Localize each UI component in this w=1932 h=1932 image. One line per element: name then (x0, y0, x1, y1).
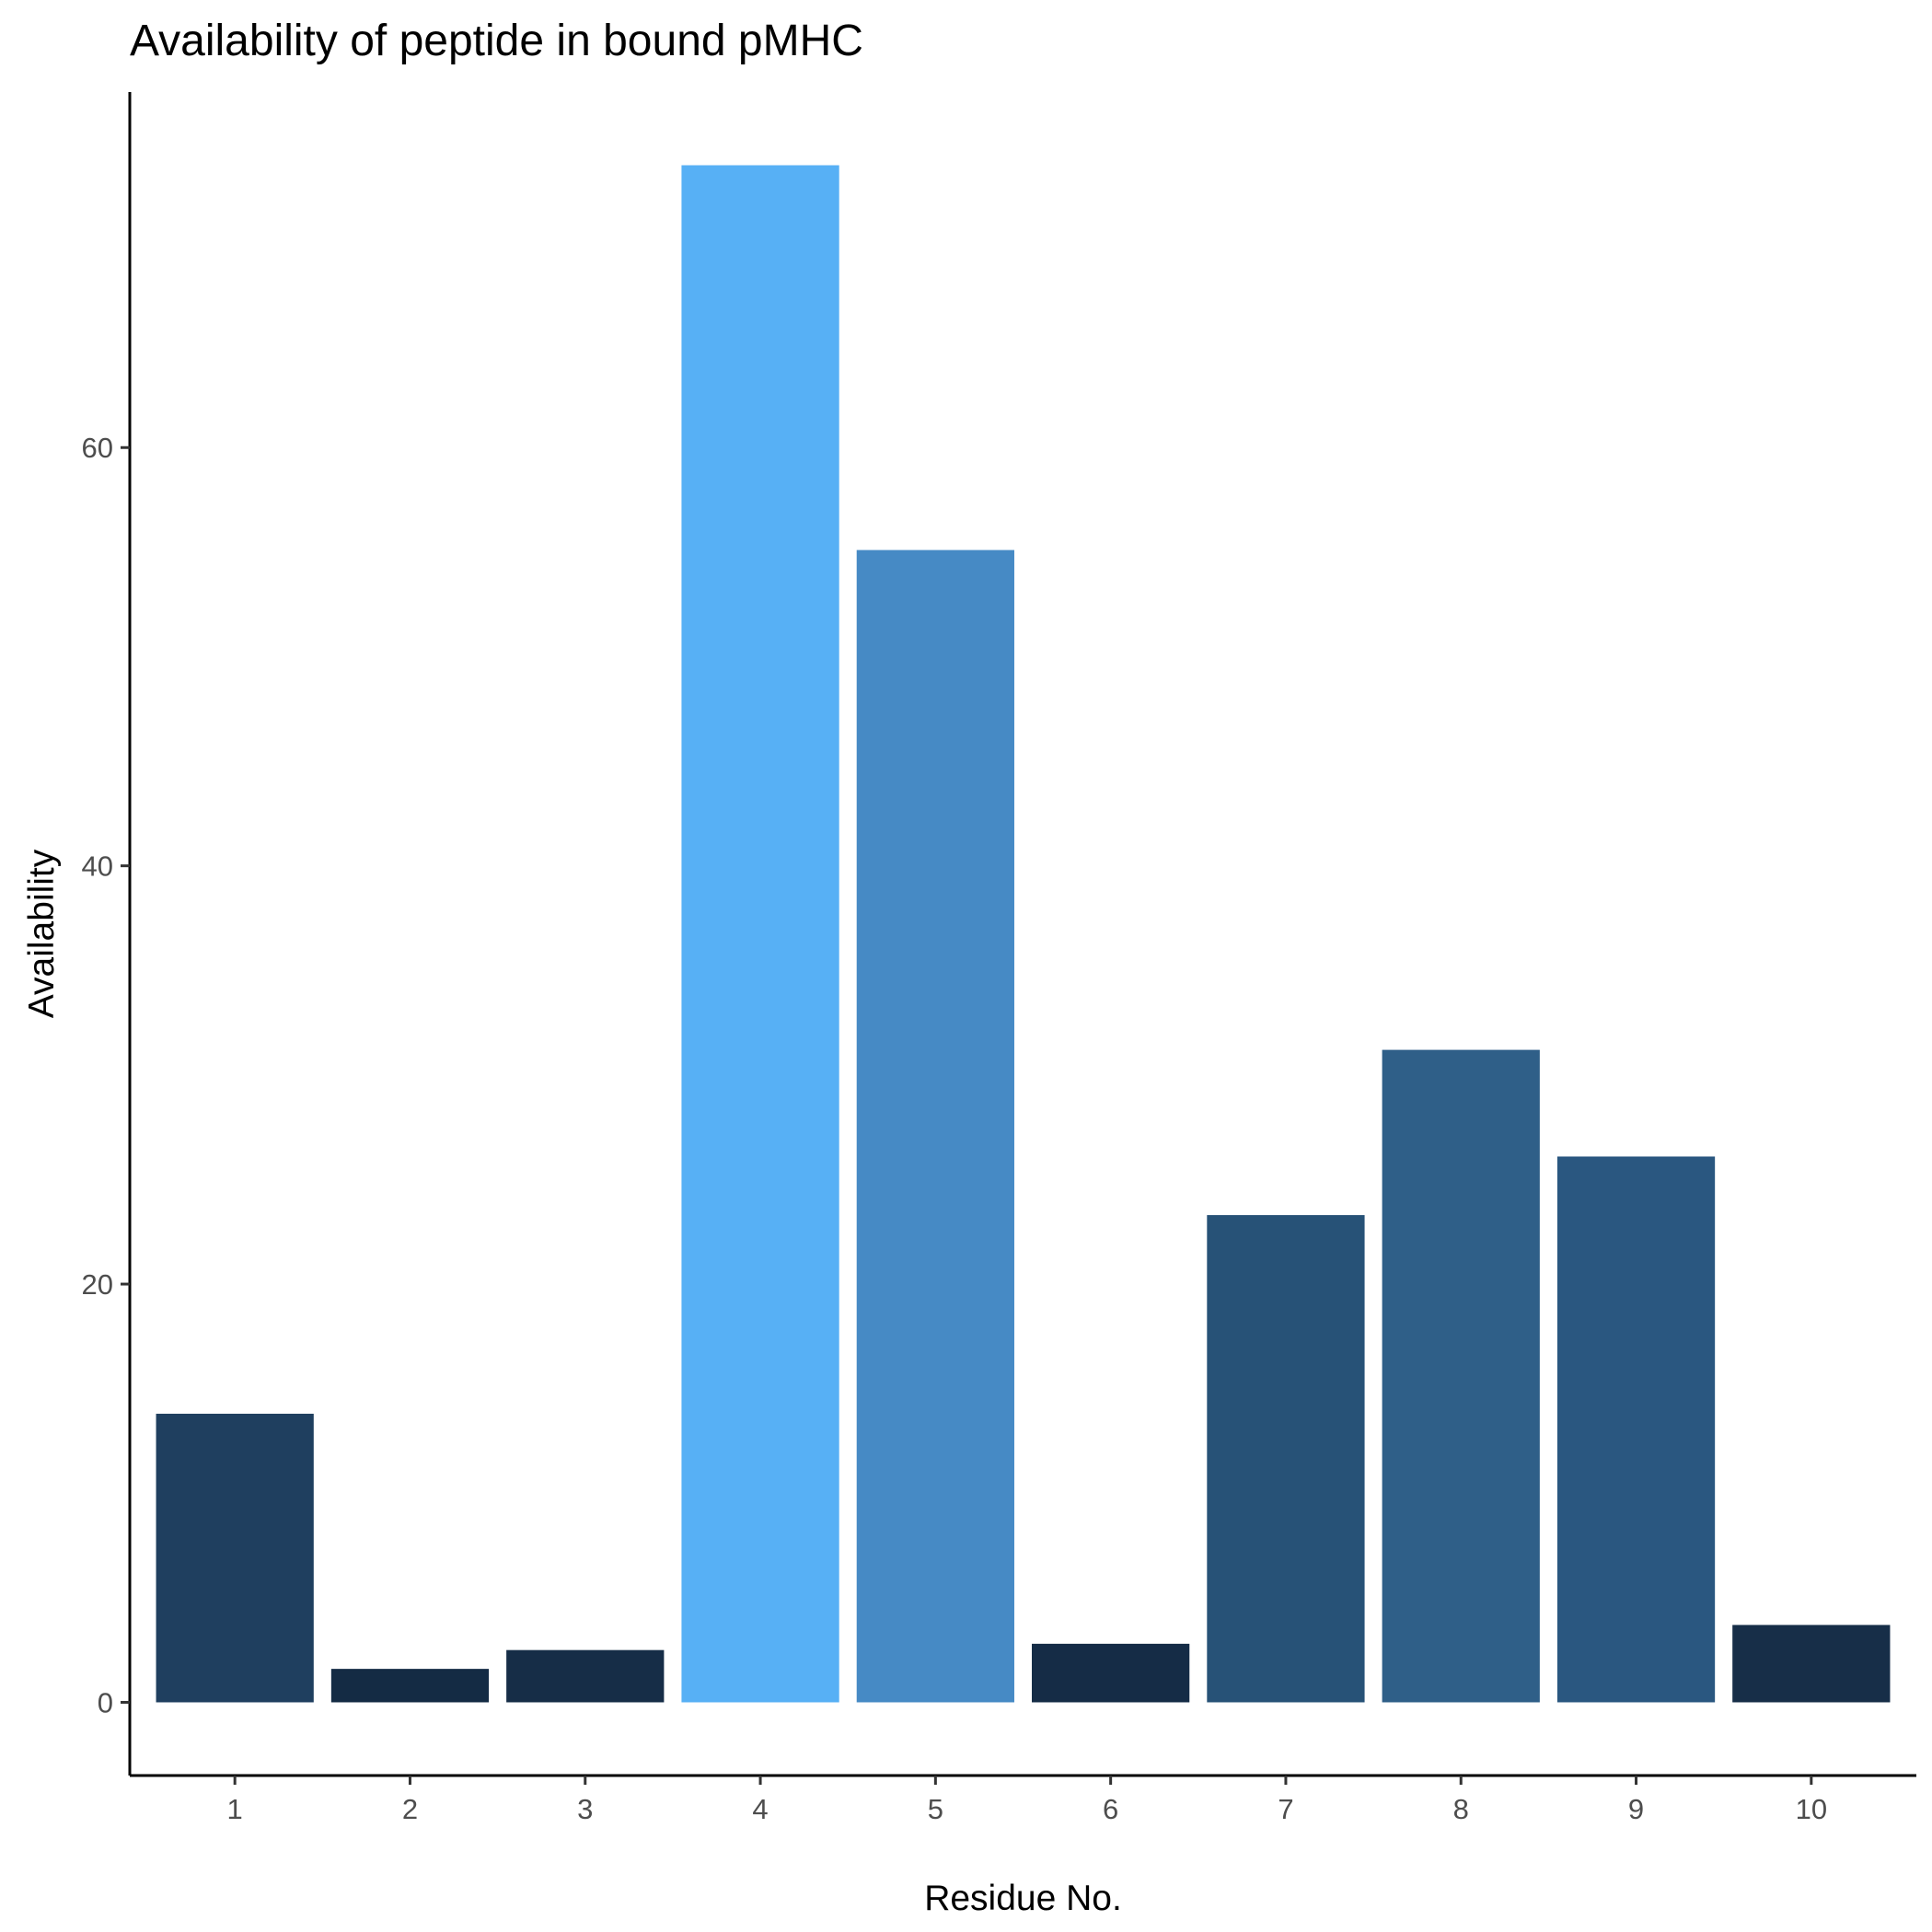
x-tick-label: 1 (227, 1793, 243, 1825)
bar-residue-9 (1556, 1156, 1716, 1703)
bar-residue-2 (330, 1669, 490, 1703)
x-tick-label: 4 (752, 1793, 768, 1825)
y-axis-label: Availability (22, 849, 62, 1018)
chart-title: Availability of peptide in bound pMHC (130, 17, 863, 65)
x-axis-label: Residue No. (924, 1879, 1122, 1918)
y-axis: 0 20 40 60 (82, 92, 132, 1776)
x-axis: 1 2 3 4 5 6 7 8 9 10 (130, 1774, 1916, 1825)
bar-residue-10 (1732, 1625, 1891, 1703)
bars-group (156, 165, 1891, 1703)
x-tick-label: 5 (928, 1793, 943, 1825)
bar-residue-4 (681, 165, 839, 1703)
bar-residue-7 (1207, 1215, 1365, 1703)
bar-residue-5 (856, 550, 1014, 1703)
bar-residue-8 (1382, 1049, 1540, 1703)
bar-residue-6 (1032, 1643, 1190, 1703)
y-tick-label: 40 (82, 850, 113, 883)
x-tick-label: 6 (1103, 1793, 1118, 1825)
y-tick-label: 60 (82, 432, 113, 464)
x-tick-label: 9 (1628, 1793, 1644, 1825)
x-tick-label: 3 (577, 1793, 593, 1825)
y-tick-label: 0 (98, 1686, 113, 1718)
bar-residue-3 (506, 1649, 665, 1703)
x-tick-label: 10 (1796, 1793, 1827, 1825)
x-tick-label: 7 (1278, 1793, 1293, 1825)
y-tick-label: 20 (82, 1268, 113, 1301)
x-tick-label: 8 (1453, 1793, 1469, 1825)
x-tick-label: 2 (402, 1793, 418, 1825)
bar-residue-1 (156, 1413, 314, 1703)
